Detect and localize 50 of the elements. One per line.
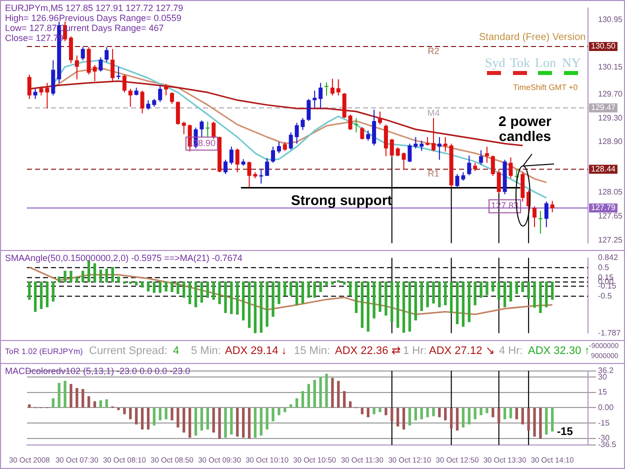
text: 4 Hr: (499, 345, 523, 357)
text: ADX 22.36 ⇄ (335, 345, 400, 357)
annotation: 2 power candles (498, 113, 552, 145)
text: 15 Min: (294, 345, 330, 357)
y-tick-label: 128.90 (598, 137, 624, 146)
text: ADX 29.14 ↓ (225, 345, 287, 357)
y-tick-label: -15 (598, 418, 610, 428)
y-tick-label: 129.30 (598, 113, 624, 122)
ref-line-label: 127.79 (591, 203, 616, 212)
annotation: Lon (535, 55, 556, 70)
ref-line-label: 129.47 (591, 103, 616, 112)
annotation: High= 126.96 (5, 13, 59, 23)
y-tick-label: 130.95 (598, 14, 624, 24)
annotation: Strong support (291, 192, 392, 208)
annotation: Tok (510, 55, 530, 70)
y-tick-label: 0.842 (598, 253, 619, 262)
annotation: TimeShift GMT +0 (513, 83, 578, 92)
y-tick-label: 0.5 (598, 262, 610, 272)
y-tick-label: -36.5 (598, 440, 617, 450)
chart-title: SMAAngle(50,0.15000000,2,0) -0.5975 ==>MA(21) -0.7674 (5, 253, 242, 263)
y-tick-label: 0.00 (598, 402, 614, 412)
text: ADX 32.30 ↑ (528, 345, 590, 357)
annotation: -15 (557, 426, 573, 438)
text: ToR 1.02 (EURJPYm) (5, 347, 83, 356)
y-tick-label: 128.05 (598, 188, 624, 197)
annotation: Previous Days Range= 0.0559 (59, 13, 182, 23)
annotation: R1 (428, 168, 440, 179)
y-tick-label: -0.5 (598, 291, 612, 300)
annotation: EURJPYm,M5 127.85 127.91 127.72 127.79 (5, 3, 184, 13)
text: 1 Hr: (403, 345, 427, 357)
ref-line-label: 128.44 (591, 164, 616, 174)
y-tick-label: 127.25 (598, 235, 624, 244)
annotation: Standard (Free) Version (479, 32, 586, 43)
annotation: Syd (485, 55, 506, 70)
annotation: NY (562, 55, 581, 70)
y-tick-label: 129.70 (598, 89, 624, 98)
text: 5 Min: (191, 345, 221, 357)
y-tick-label: -30 (598, 434, 610, 443)
annotation: Low= 127.87 (5, 23, 57, 33)
y-tick-label: 15 (598, 388, 608, 397)
annotation: M4 (427, 108, 440, 118)
y-tick-label: -1.787 (598, 328, 622, 338)
text: Current Spread: (89, 345, 168, 357)
annotation: R2 (428, 46, 440, 56)
text: 4 (173, 345, 180, 357)
y-tick-label: 127.65 (598, 212, 624, 221)
ref-line-label: 130.50 (591, 42, 616, 51)
chart-title: MACDcoloredv102 (5,13,1) -23.0 0.0 0.0 -23.0 (5, 366, 190, 376)
y-tick-label: 130.15 (598, 62, 624, 72)
text: ADX 27.12 ↘ (429, 345, 494, 357)
